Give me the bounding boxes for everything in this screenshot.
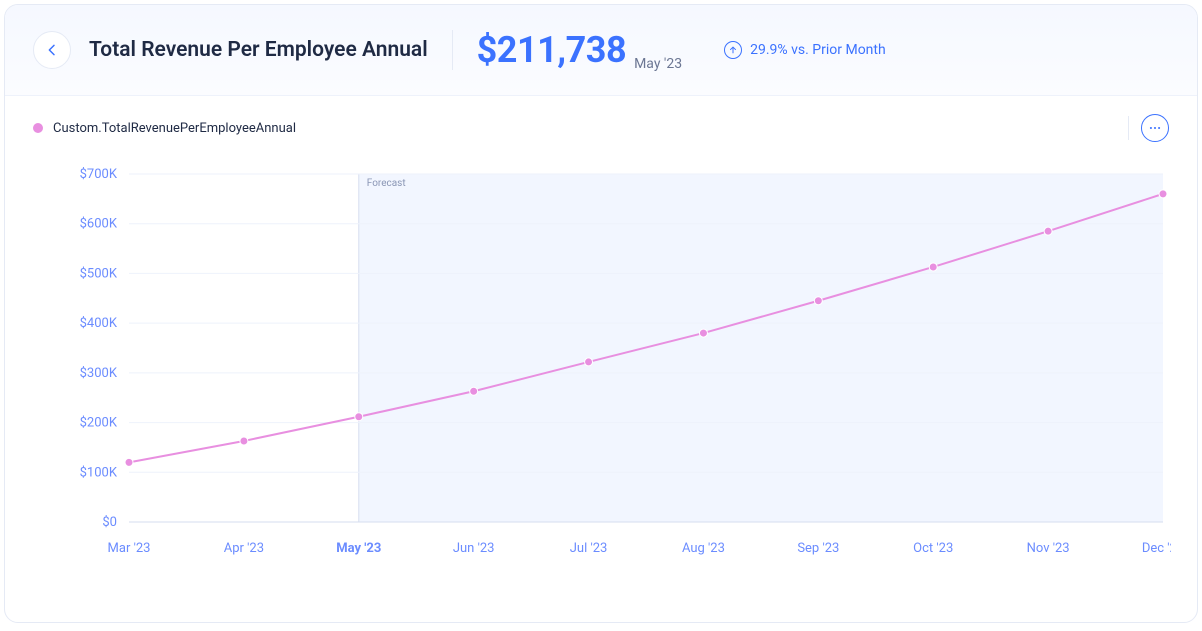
svg-text:Dec '23: Dec '23 (1142, 541, 1171, 556)
svg-text:$500K: $500K (80, 266, 118, 281)
svg-text:Jul '23: Jul '23 (570, 541, 608, 556)
arrow-up-circle-icon (724, 41, 742, 59)
more-options-button[interactable] (1141, 114, 1169, 142)
svg-text:Aug '23: Aug '23 (682, 541, 725, 556)
svg-text:$200K: $200K (80, 416, 118, 431)
svg-text:$100K: $100K (80, 465, 118, 480)
svg-text:$700K: $700K (80, 167, 118, 182)
svg-text:$400K: $400K (80, 316, 118, 331)
ellipsis-icon (1148, 121, 1162, 135)
arrow-left-icon (44, 42, 60, 58)
chart-container: Forecast $0 $100K $200K $300K $400K $500K $600K… (5, 142, 1197, 616)
svg-text:Jun '23: Jun '23 (453, 541, 495, 556)
legend-actions (1128, 114, 1169, 142)
svg-text:Nov '23: Nov '23 (1027, 541, 1070, 556)
svg-text:$600K: $600K (80, 217, 118, 232)
divider (1128, 116, 1129, 140)
metric-title: Total Revenue Per Employee Annual (89, 38, 428, 62)
svg-text:Forecast: Forecast (367, 178, 406, 189)
legend-item: Custom.TotalRevenuePerEmployeeAnnual (33, 121, 296, 136)
metric-period: May '23 (634, 56, 682, 72)
svg-text:$0: $0 (102, 515, 117, 530)
svg-text:May '23: May '23 (336, 541, 381, 556)
svg-text:Oct '23: Oct '23 (913, 541, 953, 556)
svg-text:Apr '23: Apr '23 (224, 541, 264, 556)
svg-text:Sep '23: Sep '23 (797, 541, 839, 556)
metric-value: $211,738 (477, 29, 626, 71)
delta-text: 29.9% vs. Prior Month (750, 42, 886, 58)
metric-card: Total Revenue Per Employee Annual $211,7… (4, 4, 1198, 623)
card-header: Total Revenue Per Employee Annual $211,7… (5, 5, 1197, 96)
delta-vs-prior: 29.9% vs. Prior Month (724, 41, 886, 59)
legend-row: Custom.TotalRevenuePerEmployeeAnnual (5, 96, 1197, 142)
legend-dot-icon (33, 123, 43, 133)
svg-text:Mar '23: Mar '23 (108, 541, 151, 556)
back-button[interactable] (33, 31, 71, 69)
metric-value-wrap: $211,738 May '23 (477, 29, 682, 71)
legend-label: Custom.TotalRevenuePerEmployeeAnnual (53, 121, 296, 136)
line-chart: Forecast $0 $100K $200K $300K $400K $500K $600K… (33, 152, 1171, 592)
divider (452, 30, 453, 70)
svg-text:$300K: $300K (80, 366, 118, 381)
